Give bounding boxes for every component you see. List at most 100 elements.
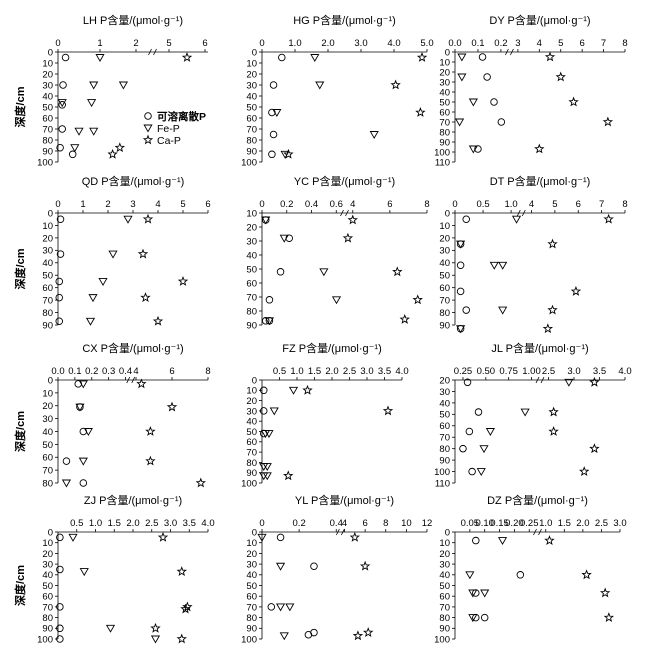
circle-point: [456, 287, 465, 296]
x-tick-label: 8: [622, 199, 627, 210]
star-point: [581, 569, 592, 580]
star-point: [603, 612, 615, 623]
x-tick-label: 1.0: [89, 518, 102, 529]
y-tick-label: 20: [439, 67, 450, 78]
x-tick-label: 2.0: [321, 38, 334, 49]
x-tick-label: 0.2: [280, 199, 293, 210]
panel-title: DT P含量/(μmol·g⁻¹): [490, 174, 591, 188]
triangle-point: [564, 378, 574, 387]
star-point: [283, 148, 294, 159]
x-tick-label: 5: [552, 199, 557, 210]
x-tick-label: 2.0: [325, 366, 338, 377]
star-point: [602, 116, 614, 127]
y-tick-label: 50: [42, 102, 53, 113]
x-tick-label: 3.5: [183, 518, 196, 529]
triangle-point: [89, 127, 99, 136]
x-tick-label: 4: [529, 199, 534, 210]
star-point: [195, 477, 206, 488]
panel: DY P含量/(μmol·g⁻¹)0.0 0.1 0.2 3 4 5 6 7 801020304…: [434, 13, 628, 168]
y-tick-label: 90: [246, 320, 257, 331]
x-tick-label: 6: [387, 199, 392, 210]
star-point: [150, 622, 161, 633]
triangle-point: [310, 54, 320, 63]
y-tick-label: 70: [42, 466, 53, 477]
panel-title: LH P含量/(μmol·g⁻¹): [83, 13, 183, 27]
x-tick-label: 0.4: [119, 366, 132, 377]
circle-point: [68, 150, 77, 159]
y-tick-label: 60: [246, 278, 257, 289]
x-tick-label: 2.5: [542, 366, 555, 377]
y-tick-label: 30: [42, 80, 53, 91]
x-tick-label: 1.5: [558, 518, 571, 529]
star-point: [166, 401, 178, 412]
triangle-point: [123, 215, 133, 224]
y-tick-label: 80: [42, 613, 53, 624]
y-tick-label: 40: [246, 570, 257, 581]
y-tick-label: 30: [246, 406, 257, 417]
x-tick-label: 1.0: [504, 199, 517, 210]
triangle-point: [87, 99, 97, 108]
x-tick-label: 0.75: [499, 366, 518, 377]
y-tick-label: 10: [42, 221, 53, 232]
y-tick-label: 0: [445, 527, 450, 538]
y-tick-label: 40: [246, 417, 257, 428]
star-point: [114, 142, 125, 153]
circle-point: [468, 467, 476, 476]
panel: DT P含量/(μmol·g⁻¹)0 0.5 1.0 4 5 6 7 801020304050…: [439, 174, 628, 334]
panel-title: FZ P含量/(μmol·g⁻¹): [282, 341, 382, 355]
circle-point: [478, 53, 487, 61]
y-tick-label: 100: [37, 634, 53, 645]
star-point: [548, 426, 559, 436]
y-tick-label: 10: [246, 538, 257, 549]
triangle-point: [70, 144, 80, 153]
x-tick-label: 0.1: [68, 366, 81, 377]
y-tick-label: 20: [42, 233, 53, 244]
star-point: [181, 52, 193, 62]
x-tick-label: 0.4: [305, 199, 318, 210]
triangle-point: [485, 428, 495, 437]
panel: YC P含量/(μmol·g⁻¹) 0 0.2 0.4 0.6 4 6 8 10 20 30 40 50…: [246, 174, 429, 331]
x-tick-label: 1.5: [308, 366, 321, 377]
star-point: [399, 313, 410, 324]
y-tick-label: 70: [246, 602, 257, 613]
x-tick-label: 1.0: [539, 518, 552, 529]
triangle-point: [269, 407, 279, 416]
circle-point: [459, 444, 467, 453]
panel-title: DY P含量/(μmol·g⁻¹): [489, 13, 590, 27]
star-point: [382, 405, 394, 416]
circle-point: [56, 565, 64, 574]
triangle-point: [331, 296, 342, 305]
star-point: [589, 443, 600, 454]
y-tick-label: 40: [246, 91, 257, 102]
y-tick-label: 30: [439, 77, 450, 88]
x-tick-label: 0: [259, 38, 264, 49]
star-point: [137, 248, 149, 259]
y-tick-label: 70: [439, 433, 450, 444]
y-tick-label: 60: [439, 283, 450, 294]
y-tick-label: 20: [42, 69, 53, 80]
x-tick-label: 6: [169, 366, 174, 377]
y-tick-label: 50: [42, 271, 53, 282]
triangle-point: [83, 428, 93, 437]
y-tick-label: 60: [246, 437, 257, 448]
x-tick-label: 3.0: [354, 38, 367, 49]
y-tick-label: 60: [439, 107, 450, 118]
x-tick-label: 8: [622, 38, 627, 49]
circle-point: [462, 215, 470, 223]
triangle-point: [272, 109, 282, 118]
y-tick-label: 0: [48, 47, 53, 58]
star-point: [416, 52, 428, 62]
x-tick-label: 4: [537, 38, 542, 49]
star-point: [570, 285, 582, 296]
y-tick-label: 0: [445, 208, 450, 219]
y-tick-label: 80: [42, 135, 53, 146]
star-point: [152, 315, 164, 326]
circle-point: [463, 378, 472, 387]
axis-break: [516, 209, 526, 217]
triangle-point: [74, 127, 84, 136]
x-tick-label: 3.5: [593, 366, 606, 377]
star-point: [599, 587, 611, 598]
panel: FZ P含量/(μmol·g⁻¹) 0.5 1.0 1.5 2.0 2.5 3.0 3.5 4.…: [241, 341, 408, 489]
y-tick-label: 0: [48, 208, 53, 219]
